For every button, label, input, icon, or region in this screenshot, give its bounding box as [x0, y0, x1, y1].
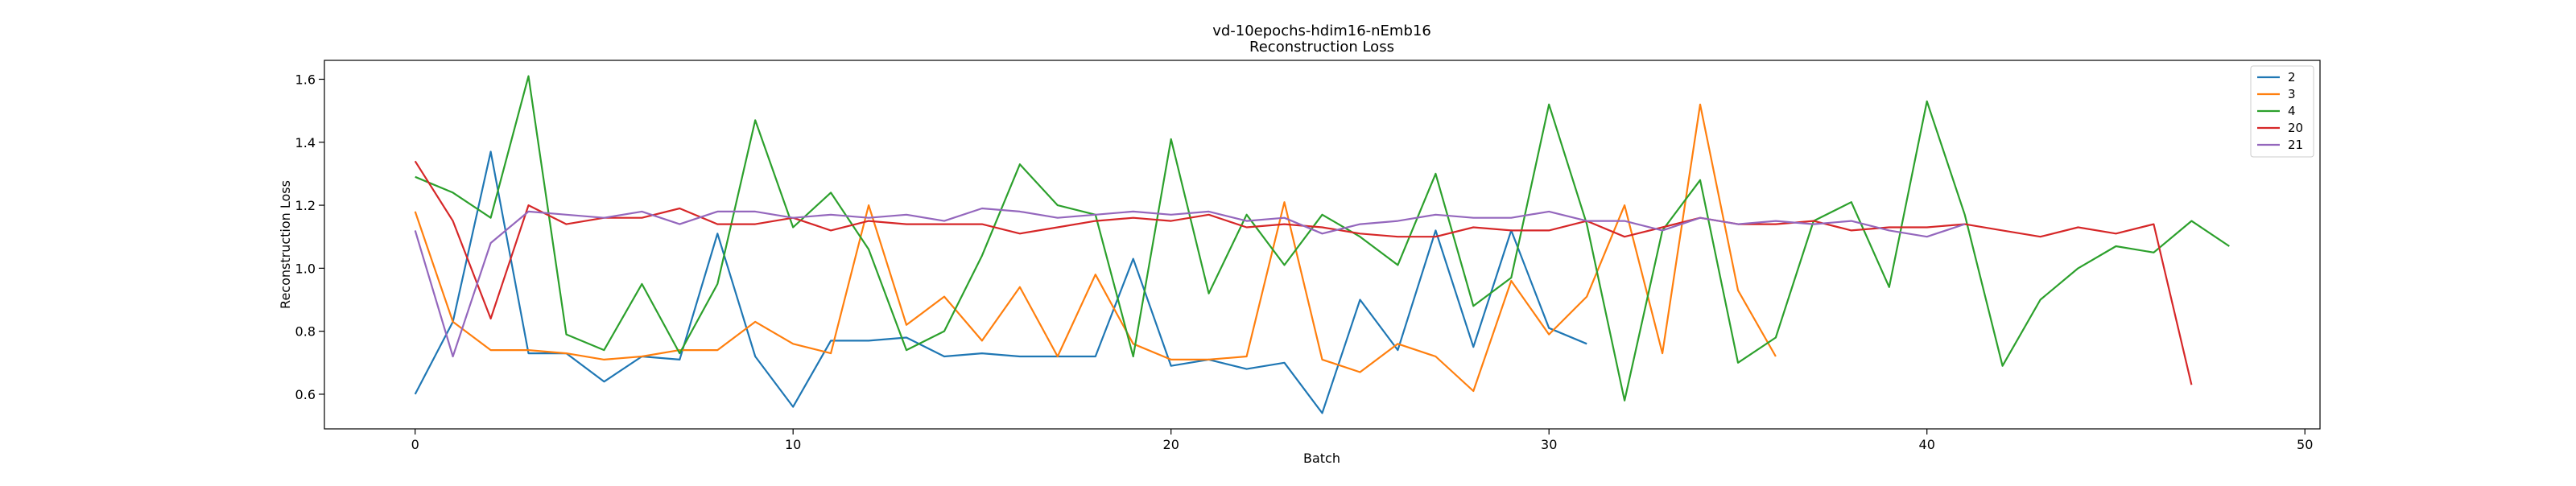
legend-label-3: 3 — [2288, 87, 2296, 101]
legend-label-2: 2 — [2288, 70, 2296, 84]
y-axis: 0.6 0.8 1.0 1.2 1.4 1.6 — [295, 72, 324, 402]
series-line-3 — [414, 103, 1777, 393]
legend-label-20: 20 — [2288, 121, 2303, 135]
series-line-21 — [414, 207, 1966, 358]
legend-label-4: 4 — [2288, 104, 2296, 118]
legend-box — [2250, 65, 2314, 158]
chart-title: vd-10epochs-hdim16-nEmb16 — [1212, 23, 1431, 39]
y-axis-label: Reconstruction Loss — [278, 180, 293, 309]
x-axis: 0 10 20 30 40 50 — [411, 429, 2313, 452]
x-axis-label: Batch — [1303, 451, 1340, 466]
plot-area — [414, 75, 2230, 414]
x-tick-label: 10 — [785, 437, 801, 452]
y-tick-label: 1.2 — [295, 198, 316, 213]
y-tick-label: 1.0 — [295, 261, 316, 276]
y-tick-label: 0.6 — [295, 387, 316, 402]
plot-frame — [324, 60, 2321, 430]
y-tick-label: 1.4 — [295, 135, 316, 150]
x-tick-label: 50 — [2297, 437, 2313, 452]
chart-subtitle: Reconstruction Loss — [1249, 39, 1394, 56]
legend: 2 3 4 20 21 — [2250, 65, 2314, 158]
y-tick-label: 0.8 — [295, 324, 316, 340]
x-tick-label: 0 — [411, 437, 419, 452]
y-tick-label: 1.6 — [295, 72, 316, 87]
legend-label-21: 21 — [2288, 138, 2303, 152]
series-line-2 — [414, 150, 1587, 414]
x-tick-label: 20 — [1163, 437, 1179, 452]
series-line-4 — [415, 75, 2230, 402]
x-tick-label: 30 — [1541, 437, 1557, 452]
x-tick-label: 40 — [1919, 437, 1935, 452]
